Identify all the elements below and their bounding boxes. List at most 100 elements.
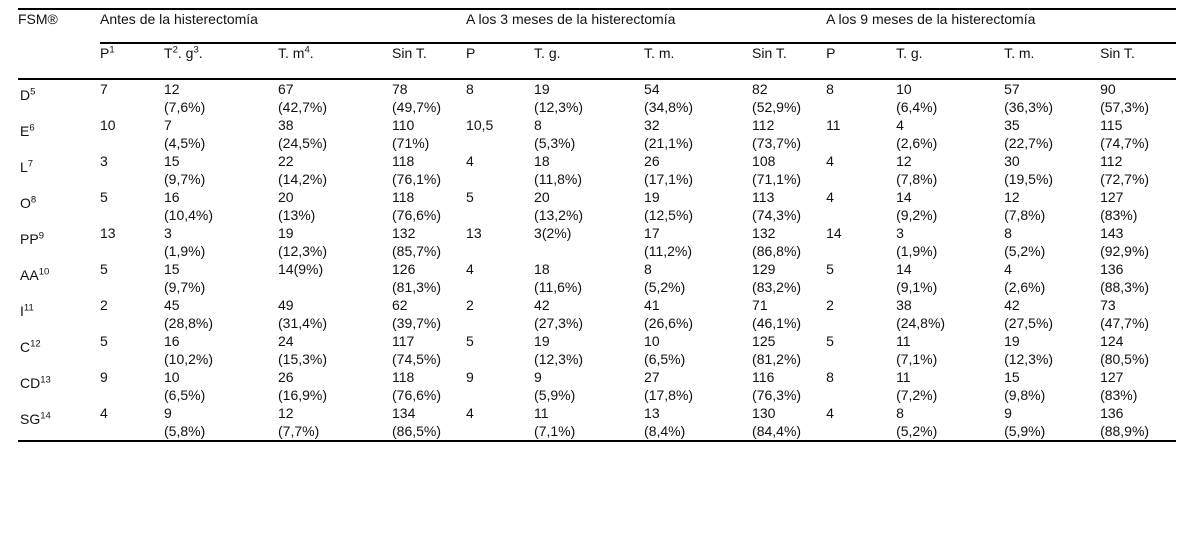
data-cell: 15 (9,7%) [164,152,278,188]
cell-value: 11 [534,405,549,421]
cell-value: 9 [1004,405,1012,421]
cell-value: 116 [752,369,775,385]
column-header: T. m. [644,43,753,80]
cell-value: 8 [466,81,474,97]
data-cell: 42 (27,5%) [1004,296,1100,332]
cell-value: 14 [826,225,842,241]
cell-percentage: (81,2%) [752,351,802,367]
data-cell: 4 [466,152,534,188]
cell-percentage: (85,7%) [392,243,442,259]
cell-percentage: (9,2%) [896,207,938,223]
cell-value: 2 [826,297,834,313]
cell-value: 62 [392,297,408,313]
data-cell: 15 (9,7%) [164,260,278,296]
cell-value: 12 [896,153,912,169]
data-cell: 13 (8,4%) [644,404,752,441]
cell-value: 136 [1100,261,1124,277]
cell-percentage: (92,9%) [1100,243,1150,259]
cell-percentage: (9,7%) [164,279,206,295]
cell-percentage: (74,7%) [1100,135,1150,151]
data-cell: 125 (81,2%) [752,332,826,368]
data-cell: 126 (81,3%) [392,260,466,296]
data-cell: 4 [466,260,534,296]
cell-value: 14(9%) [278,261,324,277]
superscript-note-number: 10 [38,266,50,278]
data-cell: 127 (83%) [1100,368,1176,404]
data-cell: 118 (76,6%) [392,188,466,224]
data-cell: 19 (12,3%) [278,224,392,260]
data-cell: 18 (11,8%) [534,152,644,188]
cell-value: 3 [164,225,172,241]
data-cell: 7 [100,79,164,116]
data-cell: 4 (2,6%) [1004,260,1100,296]
cell-percentage: (11,6%) [534,279,583,295]
data-cell: 62 (39,7%) [392,296,466,332]
cell-percentage: (76,3%) [752,387,802,403]
superscript-note-number: 1 [109,44,115,56]
group-header-row: FSM® Antes de la histerectomía A los 3 m… [18,9,1177,80]
data-cell: 3 [100,152,164,188]
cell-percentage: (2,6%) [1004,279,1046,295]
fsm-results-table: FSM® Antes de la histerectomía A los 3 m… [18,8,1177,442]
data-cell: 113 (74,3%) [752,188,826,224]
cell-value: 14 [896,261,912,277]
cell-value: 12 [164,81,180,97]
row-label: CD13 [20,374,51,391]
cell-percentage: (9,7%) [164,171,206,187]
cell-percentage: (9,8%) [1004,387,1046,403]
data-cell: 20 (13%) [278,188,392,224]
cell-value: 30 [1004,153,1020,169]
cell-value: 8 [896,405,904,421]
cell-value: 3(2%) [534,225,572,241]
cell-percentage: (2,6%) [896,135,938,151]
cell-value: 35 [1004,117,1020,133]
cell-value: 16 [164,333,180,349]
data-cell: 67 (42,7%) [278,79,392,116]
data-cell: 4 (2,6%) [896,116,1004,152]
table-row: CD13 9 10 (6,5%) 26 (16,9%) 118 (76,6%) 9 9 (5,9%)… [18,368,1176,404]
cell-value: 3 [896,225,904,241]
data-cell: 5 [826,260,896,296]
cell-percentage: (42,7%) [278,99,328,115]
data-cell: 3 (1,9%) [896,224,1004,260]
cell-percentage: (8,4%) [644,423,686,439]
cell-value: 125 [752,333,776,349]
data-cell: 7 (4,5%) [164,116,278,152]
data-cell: 8 (5,2%) [896,404,1004,441]
cell-value: 19 [534,333,550,349]
data-cell: 8 [826,368,896,404]
cell-value: 113 [752,189,775,205]
cell-value: 38 [278,117,294,133]
data-cell: 2 [100,296,164,332]
cell-value: 73 [1100,297,1116,313]
cell-percentage: (80,5%) [1100,351,1150,367]
cell-percentage: (46,1%) [752,315,802,331]
data-cell: 12 (7,6%) [164,79,278,116]
table-row: D5 7 12 (7,6%) 67 (42,7%) 78 (49,7%) 8 19 (12,3%) 5… [18,79,1176,116]
data-cell: 14 (9,2%) [896,188,1004,224]
column-header: T. g. [896,43,1005,80]
data-cell: 9 [100,368,164,404]
cell-value: 19 [534,81,550,97]
data-cell: 19 (12,5%) [644,188,752,224]
cell-value: 8 [644,261,652,277]
cell-value: 4 [896,117,904,133]
data-cell: 14(9%) [278,260,392,296]
cell-percentage: (12,3%) [278,243,328,259]
data-cell: 132 (86,8%) [752,224,826,260]
column-header: P1 [100,43,164,80]
superscript-note-number: 12 [30,338,41,350]
column-header: T. g. [534,43,645,80]
cell-value: 10,5 [466,117,494,133]
row-label: L7 [20,158,34,175]
cell-value: 118 [392,369,415,385]
cell-value: 15 [164,261,180,277]
data-cell: 136 (88,3%) [1100,260,1176,296]
cell-value: 7 [100,81,108,97]
cell-value: 2 [100,297,108,313]
cell-percentage: (76,6%) [392,207,442,223]
column-header-row: P1 T2. g3. T. m4. Sin T. P T. g. T. m. Sin T. P T… [18,43,1177,80]
cell-percentage: (12,3%) [534,99,584,115]
data-cell: 35 (22,7%) [1004,116,1100,152]
cell-percentage: (73,7%) [752,135,802,151]
